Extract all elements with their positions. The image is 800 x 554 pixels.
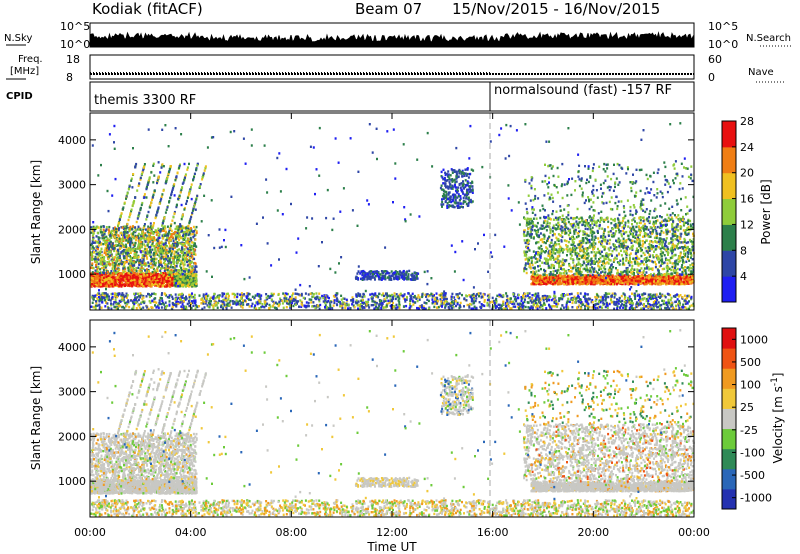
ytick-label: 1000	[58, 268, 86, 281]
colorbar-tick-label: -100	[740, 446, 765, 459]
xtick-label: 04:00	[175, 526, 207, 539]
colorbar-swatch	[722, 146, 736, 174]
xtick-label: 12:00	[376, 526, 408, 539]
colorbar-tick-label: 24	[740, 141, 754, 154]
ytick-label: 1000	[58, 475, 86, 488]
power-yaxis: 1000 2000 3000 4000	[58, 134, 694, 281]
nsky-label: N.Sky	[4, 33, 32, 44]
colorbar-swatch	[722, 448, 736, 470]
xaxis-label: Time UT	[366, 540, 417, 554]
colorbar-frame	[721, 120, 737, 303]
nsky-tick-bottom: 10^0	[60, 38, 90, 51]
colorbar-swatch	[722, 172, 736, 200]
colorbar-swatch	[722, 224, 736, 251]
velocity-colorbar: 1000 500 100 25 -25 -100 -500 -1000	[721, 327, 772, 510]
colorbar-swatch	[722, 250, 736, 277]
colorbar-tick-label: 12	[740, 218, 754, 231]
nsky-strip: N.Sky 10^5 10^0 N.Search 10^5 10^0	[4, 20, 792, 51]
colorbar-tick-label: 16	[740, 193, 754, 206]
colorbar-tick-label: 25	[740, 401, 754, 414]
colorbar-swatch	[722, 348, 736, 369]
cpid-segment-1: themis 3300 RF	[94, 93, 196, 108]
freq-label-2: [MHz]	[10, 66, 39, 77]
cpid-frame	[89, 81, 695, 112]
nsearch-tick-top: 10^5	[708, 20, 738, 33]
colorbar-swatch	[722, 198, 736, 225]
xtick-label: 00:00	[678, 526, 710, 539]
power-colorbar: 4 8 12 16 20 24 28	[721, 115, 754, 303]
ytick-label: 4000	[58, 341, 86, 354]
colorbar-swatch	[722, 121, 736, 148]
colorbar-swatch	[722, 408, 736, 430]
colorbar-tick-label: -1000	[740, 492, 772, 505]
colorbar-tick-label: -25	[740, 424, 758, 437]
ytick-label: 3000	[58, 386, 86, 399]
xtick-label: 08:00	[275, 526, 307, 539]
freq-frame	[89, 54, 695, 80]
nave-tick-bottom: 0	[708, 71, 715, 84]
colorbar-frame	[721, 327, 737, 510]
velocity-ylabel: Slant Range [km]	[29, 366, 43, 470]
power-data	[90, 122, 695, 311]
station-title: Kodiak (fitACF)	[92, 0, 203, 18]
beam-label: Beam 07	[355, 0, 422, 18]
cpid-segment-2: normalsound (fast) -157 RF	[494, 83, 672, 98]
xtick-label: 16:00	[477, 526, 509, 539]
xtick-label: 00:00	[74, 526, 106, 539]
xtick-label: 20:00	[577, 526, 609, 539]
power-colorbar-label: Power [dB]	[759, 179, 773, 244]
ytick-label: 2000	[58, 223, 86, 236]
cpid-strip: CPID themis 3300 RF normalsound (fast) -…	[6, 81, 695, 112]
colorbar-swatch	[722, 388, 736, 409]
nsky-tick-top: 10^5	[60, 20, 90, 33]
ytick-label: 2000	[58, 430, 86, 443]
colorbar-swatch	[722, 368, 736, 389]
power-panel: 1000 2000 3000 4000 Slant Range [km] 4 8 12 16…	[29, 112, 773, 311]
nsky-trace	[89, 31, 695, 48]
date-range: 15/Nov/2015 - 16/Nov/2015	[452, 0, 660, 18]
power-ylabel: Slant Range [km]	[29, 160, 43, 264]
velocity-data	[90, 329, 695, 518]
ytick-label: 4000	[58, 134, 86, 147]
velocity-colorbar-label: Velocity [m s-1]	[770, 373, 785, 464]
ytick-label: 3000	[58, 179, 86, 192]
velocity-panel: 1000 2000 3000 4000 Slant Range [km] 1000 50…	[29, 319, 785, 518]
nave-tick-top: 60	[708, 53, 722, 66]
colorbar-tick-label: 28	[740, 115, 754, 128]
freq-label-1: Freq.	[18, 54, 43, 65]
colorbar-tick-label: 4	[740, 270, 747, 283]
time-axis: 00:00 04:00 08:00 12:00 16:00 20:00 00:00	[74, 113, 710, 539]
colorbar-tick-label: 20	[740, 167, 754, 180]
colorbar-swatch	[722, 276, 736, 303]
colorbar-tick-label: 1000	[740, 333, 768, 346]
colorbar-swatch	[722, 328, 736, 349]
colorbar-swatch	[722, 468, 736, 490]
freq-tick-top: 18	[66, 53, 80, 66]
colorbar-swatch	[722, 428, 736, 450]
freq-strip: Freq. [MHz] 18 8 60 0 Nave	[6, 53, 784, 84]
velocity-yaxis: 1000 2000 3000 4000	[58, 341, 694, 488]
nsearch-tick-bottom: 10^0	[708, 38, 738, 51]
nave-label: Nave	[748, 67, 774, 78]
colorbar-tick-label: -500	[740, 469, 765, 482]
colorbar-tick-label: 500	[740, 356, 761, 369]
freq-tick-bottom: 8	[66, 71, 73, 84]
cpid-label: CPID	[6, 91, 33, 102]
colorbar-swatch	[722, 488, 736, 510]
colorbar-tick-label: 8	[740, 244, 747, 257]
colorbar-tick-label: 100	[740, 379, 761, 392]
nsearch-label: N.Search	[746, 33, 791, 44]
